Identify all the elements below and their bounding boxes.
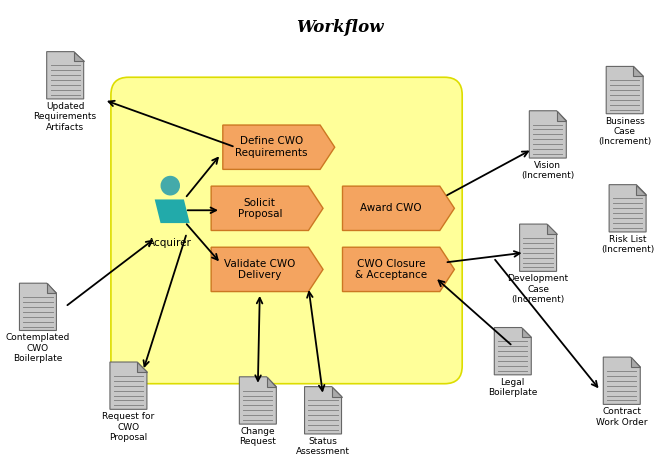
- Text: Change
Request: Change Request: [239, 427, 276, 446]
- Text: Development
Case
(Increment): Development Case (Increment): [507, 274, 569, 304]
- Polygon shape: [332, 387, 342, 396]
- Polygon shape: [74, 52, 84, 61]
- Text: CWO Closure
& Acceptance: CWO Closure & Acceptance: [355, 259, 427, 280]
- Text: Contemplated
CWO
Boilerplate: Contemplated CWO Boilerplate: [6, 334, 70, 363]
- Text: Vision
(Increment): Vision (Increment): [521, 161, 575, 181]
- Text: Risk List
(Increment): Risk List (Increment): [601, 235, 654, 254]
- Text: Business
Case
(Increment): Business Case (Increment): [598, 117, 651, 146]
- Text: Award CWO: Award CWO: [360, 203, 422, 213]
- Text: Updated
Requirements
Artifacts: Updated Requirements Artifacts: [34, 102, 96, 132]
- Polygon shape: [239, 377, 277, 424]
- Text: Contract
Work Order: Contract Work Order: [596, 407, 648, 427]
- Text: Legal
Boilerplate: Legal Boilerplate: [488, 378, 537, 397]
- Polygon shape: [557, 111, 567, 121]
- Polygon shape: [267, 377, 277, 387]
- Text: Workflow: Workflow: [297, 19, 384, 36]
- Text: Status
Assessment: Status Assessment: [296, 437, 350, 456]
- Polygon shape: [110, 362, 147, 409]
- Polygon shape: [494, 328, 531, 375]
- Polygon shape: [47, 283, 57, 293]
- Polygon shape: [211, 186, 323, 231]
- Polygon shape: [630, 357, 640, 367]
- Polygon shape: [547, 224, 557, 234]
- Text: Solicit
Proposal: Solicit Proposal: [237, 198, 282, 219]
- Text: Acquirer: Acquirer: [148, 238, 192, 248]
- Polygon shape: [521, 328, 531, 337]
- Polygon shape: [47, 52, 84, 99]
- Polygon shape: [634, 67, 643, 76]
- Polygon shape: [529, 111, 567, 158]
- Polygon shape: [211, 247, 323, 292]
- Polygon shape: [609, 185, 646, 232]
- Polygon shape: [342, 186, 454, 231]
- Text: Request for
CWO
Proposal: Request for CWO Proposal: [102, 412, 154, 442]
- Polygon shape: [19, 283, 57, 330]
- FancyBboxPatch shape: [111, 77, 462, 384]
- Polygon shape: [137, 362, 147, 372]
- Polygon shape: [223, 125, 334, 170]
- Polygon shape: [603, 357, 640, 404]
- Text: Validate CWO
Delivery: Validate CWO Delivery: [224, 259, 295, 280]
- Polygon shape: [636, 185, 646, 195]
- Polygon shape: [519, 224, 557, 271]
- Circle shape: [160, 176, 180, 195]
- Polygon shape: [342, 247, 454, 292]
- Polygon shape: [155, 200, 190, 223]
- Polygon shape: [305, 387, 342, 434]
- Text: Define CWO
Requirements: Define CWO Requirements: [235, 136, 308, 158]
- Polygon shape: [606, 67, 643, 114]
